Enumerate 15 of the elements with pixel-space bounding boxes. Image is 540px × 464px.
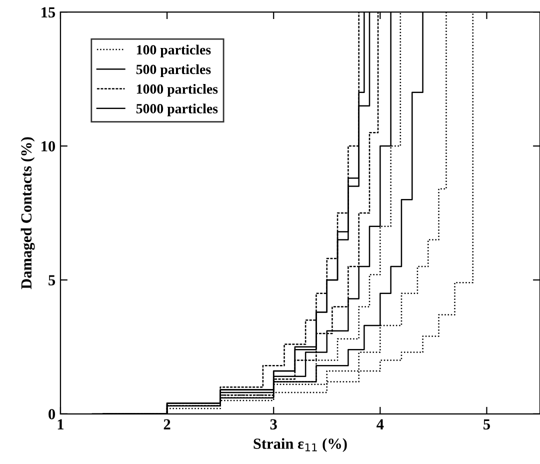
- y-tick-label: 10: [42, 141, 56, 152]
- x-tick-label: 4: [376, 419, 384, 430]
- y-tick-label: 0: [48, 409, 56, 420]
- legend-label: 1000 particles: [136, 84, 218, 97]
- x-tick-label: 5: [484, 419, 490, 430]
- legend-label: 100 particles: [136, 44, 211, 58]
- x-tick-label: 3: [270, 419, 277, 430]
- x-tick-label: 1: [58, 419, 64, 430]
- y-axis-title: Damaged Contacts (%): [20, 137, 35, 290]
- x-axis-title: Strain ε$_{11}$ (%): [254, 438, 347, 452]
- legend-label: 5000 particles: [136, 104, 218, 116]
- x-tick-label: 2: [164, 419, 170, 430]
- y-tick-label: 15: [42, 7, 56, 18]
- y-tick-label: 5: [48, 275, 56, 286]
- legend-label: 500 particles: [136, 64, 211, 77]
